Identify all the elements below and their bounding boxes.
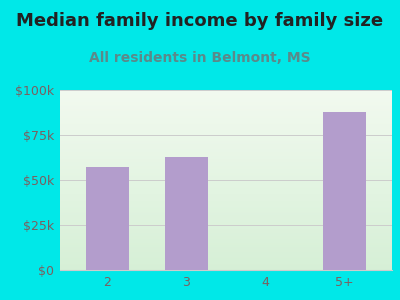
Text: All residents in Belmont, MS: All residents in Belmont, MS [89, 51, 311, 65]
Text: Median family income by family size: Median family income by family size [16, 12, 384, 30]
Bar [323, 112, 366, 270]
Bar [165, 157, 208, 270]
Bar [86, 167, 129, 270]
